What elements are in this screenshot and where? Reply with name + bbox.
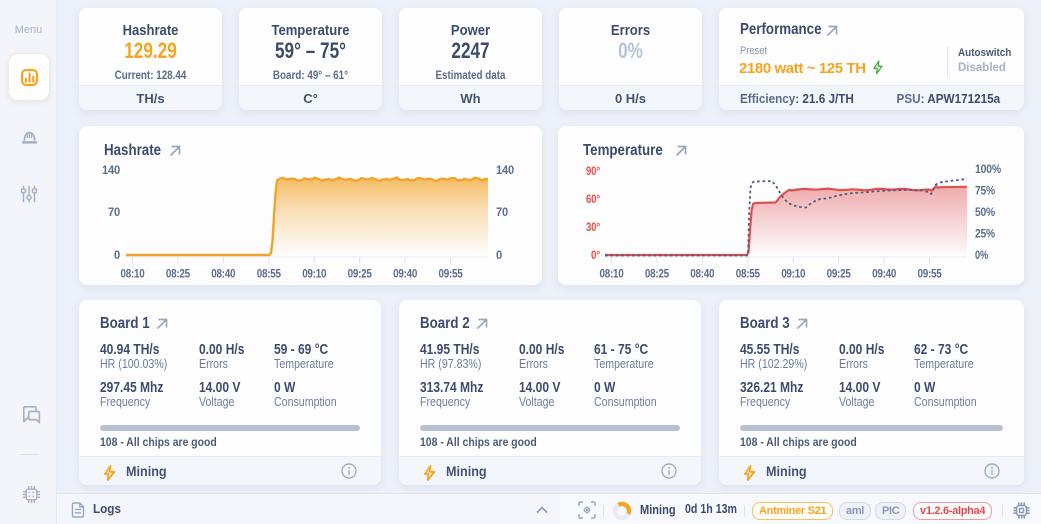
svg-text:09:55: 09:55 [918, 269, 943, 281]
svg-text:60°: 60° [586, 194, 600, 206]
svg-text:08:10: 08:10 [600, 269, 624, 281]
svg-text:140: 140 [496, 165, 514, 177]
svg-text:09:40: 09:40 [872, 269, 896, 281]
svg-text:09:25: 09:25 [348, 269, 373, 281]
svg-text:0: 0 [114, 250, 120, 262]
svg-text:08:40: 08:40 [690, 269, 714, 281]
svg-text:30°: 30° [586, 222, 600, 234]
svg-text:08:10: 08:10 [121, 269, 145, 281]
svg-text:50%: 50% [975, 207, 995, 219]
svg-text:09:10: 09:10 [781, 269, 805, 281]
svg-text:70: 70 [108, 207, 120, 219]
svg-text:09:25: 09:25 [827, 269, 852, 281]
svg-text:100%: 100% [975, 164, 1001, 176]
svg-text:0%: 0% [975, 250, 988, 262]
svg-text:09:55: 09:55 [439, 269, 464, 281]
svg-text:140: 140 [102, 165, 120, 177]
svg-text:75%: 75% [975, 186, 995, 198]
svg-text:08:55: 08:55 [736, 269, 761, 281]
svg-text:08:55: 08:55 [257, 269, 282, 281]
svg-text:08:40: 08:40 [211, 269, 235, 281]
svg-text:70: 70 [496, 207, 508, 219]
svg-text:08:25: 08:25 [645, 269, 670, 281]
svg-text:0°: 0° [591, 250, 600, 262]
svg-text:0: 0 [496, 250, 502, 262]
svg-text:09:10: 09:10 [302, 269, 326, 281]
svg-text:90°: 90° [586, 166, 600, 178]
svg-text:08:25: 08:25 [166, 269, 191, 281]
svg-text:25%: 25% [975, 229, 995, 241]
svg-text:09:40: 09:40 [393, 269, 417, 281]
